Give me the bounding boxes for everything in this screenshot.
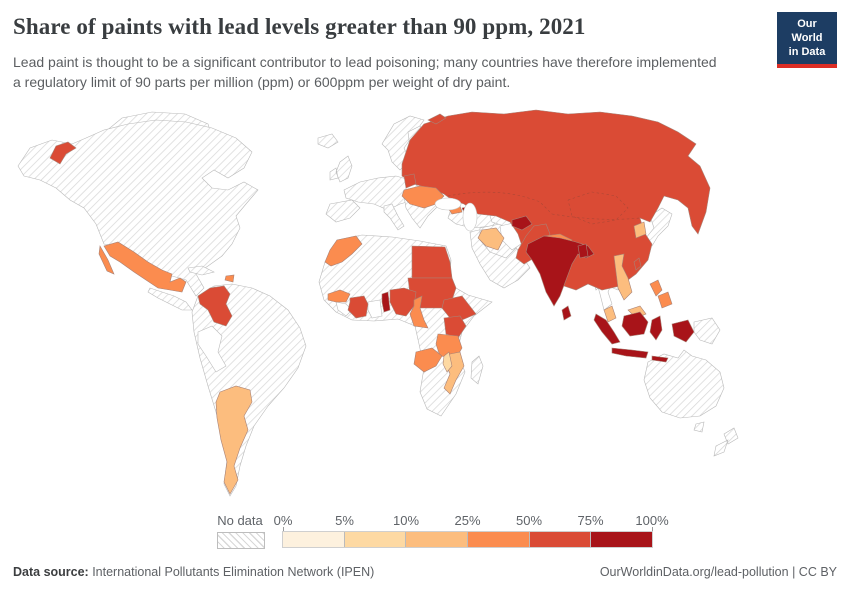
- legend-tickmark: [652, 527, 653, 532]
- region-australia[interactable]: [643, 349, 725, 433]
- legend-tick-50: 50%: [515, 513, 543, 528]
- map-legend: No data 0% 5% 10% 25% 50% 75% 100%: [0, 512, 850, 554]
- country-bangladesh[interactable]: [577, 243, 589, 259]
- country-nigeria[interactable]: [389, 287, 417, 317]
- country-tajikistan[interactable]: [511, 215, 533, 231]
- page-title: Share of paints with lead levels greater…: [13, 14, 586, 39]
- country-philippines[interactable]: [649, 279, 673, 309]
- border-china-russia: [551, 213, 641, 220]
- region-papua-new-guinea[interactable]: [693, 317, 721, 345]
- region-new-zealand[interactable]: [713, 427, 739, 457]
- no-data-swatch[interactable]: [217, 532, 265, 549]
- owid-logo-line2: in Data: [788, 45, 826, 58]
- country-russia-novaya-zemlya: [427, 113, 447, 125]
- country-ghana[interactable]: [367, 299, 383, 319]
- world-map: [0, 104, 850, 514]
- chart-subtitle: Lead paint is thought to be a significan…: [13, 54, 717, 91]
- country-cameroon[interactable]: [409, 295, 429, 329]
- region-cuba[interactable]: [187, 265, 215, 276]
- region-africa[interactable]: [318, 234, 493, 417]
- legend-tick-10: 10%: [392, 513, 420, 528]
- country-guinea[interactable]: [327, 289, 351, 303]
- country-argentina[interactable]: [215, 385, 253, 495]
- legend-tickmark: [283, 527, 284, 532]
- legend-bin-25-50[interactable]: [468, 532, 530, 547]
- owid-url-link[interactable]: OurWorldinData.org/lead-pollution: [599, 565, 789, 579]
- no-data-label: No data: [217, 513, 263, 528]
- legend-bin-75-100[interactable]: [591, 532, 653, 547]
- legend-color-bar[interactable]: [282, 531, 653, 548]
- world-map-svg: [17, 109, 739, 497]
- region-madagascar[interactable]: [470, 355, 484, 385]
- region-iceland[interactable]: [317, 133, 339, 149]
- country-taiwan[interactable]: [633, 257, 642, 271]
- country-india[interactable]: [525, 235, 595, 307]
- footer-separator: |: [788, 565, 799, 579]
- region-italy[interactable]: [383, 203, 405, 231]
- legend-tick-25: 25%: [454, 513, 481, 528]
- region-north-america[interactable]: [17, 119, 259, 297]
- legend-tick-0: 0%: [273, 513, 293, 528]
- data-source: Data source: International Pollutants El…: [13, 565, 374, 579]
- data-source-label: Data source:: [13, 565, 89, 579]
- country-indonesia[interactable]: [593, 311, 695, 363]
- region-uk-ireland[interactable]: [329, 155, 353, 183]
- legend-bin-50-75[interactable]: [529, 532, 592, 547]
- country-colombia[interactable]: [197, 285, 233, 327]
- owid-logo-line1: Our World: [791, 18, 823, 44]
- country-sierra-leone-liberia[interactable]: [335, 301, 353, 317]
- country-peru[interactable]: [197, 325, 227, 373]
- data-source-value: International Pollutants Elimination Net…: [88, 565, 375, 579]
- country-belarus[interactable]: [403, 173, 417, 189]
- black-sea: [434, 197, 462, 211]
- legend-tick-100: 100%: [635, 513, 669, 528]
- legend-bin-0-5[interactable]: [283, 532, 345, 547]
- country-cote-divoire[interactable]: [347, 295, 369, 319]
- legend-bin-5-10[interactable]: [344, 532, 407, 547]
- region-central-america[interactable]: [147, 287, 193, 311]
- border-mongolia: [567, 191, 629, 225]
- caspian-sea: [462, 202, 478, 232]
- country-south-korea[interactable]: [633, 221, 647, 239]
- owid-logo: Our World in Data: [777, 12, 837, 69]
- country-russia-china-kazakhstan-mongolia[interactable]: [401, 109, 711, 291]
- country-vietnam[interactable]: [613, 253, 633, 301]
- country-egypt[interactable]: [411, 245, 453, 279]
- country-zambia[interactable]: [413, 347, 443, 373]
- country-malawi[interactable]: [442, 351, 453, 373]
- country-iraq[interactable]: [477, 227, 505, 251]
- legend-tick-5: 5%: [335, 513, 354, 528]
- region-iberia[interactable]: [325, 199, 361, 223]
- legend-tick-75: 75%: [577, 513, 604, 528]
- cc-by-link[interactable]: CC BY: [798, 565, 837, 579]
- border-kazakhstan: [447, 191, 553, 215]
- country-kenya[interactable]: [443, 315, 467, 339]
- country-benin[interactable]: [381, 291, 391, 313]
- country-morocco[interactable]: [324, 235, 363, 267]
- legend-bin-10-25[interactable]: [406, 532, 469, 547]
- footer-links: OurWorldinData.org/lead-pollution | CC B…: [600, 565, 837, 579]
- country-sri-lanka[interactable]: [561, 305, 572, 321]
- country-mexico[interactable]: [98, 241, 187, 293]
- country-russia-chukotka[interactable]: [49, 141, 77, 165]
- country-dominican-republic[interactable]: [224, 274, 235, 283]
